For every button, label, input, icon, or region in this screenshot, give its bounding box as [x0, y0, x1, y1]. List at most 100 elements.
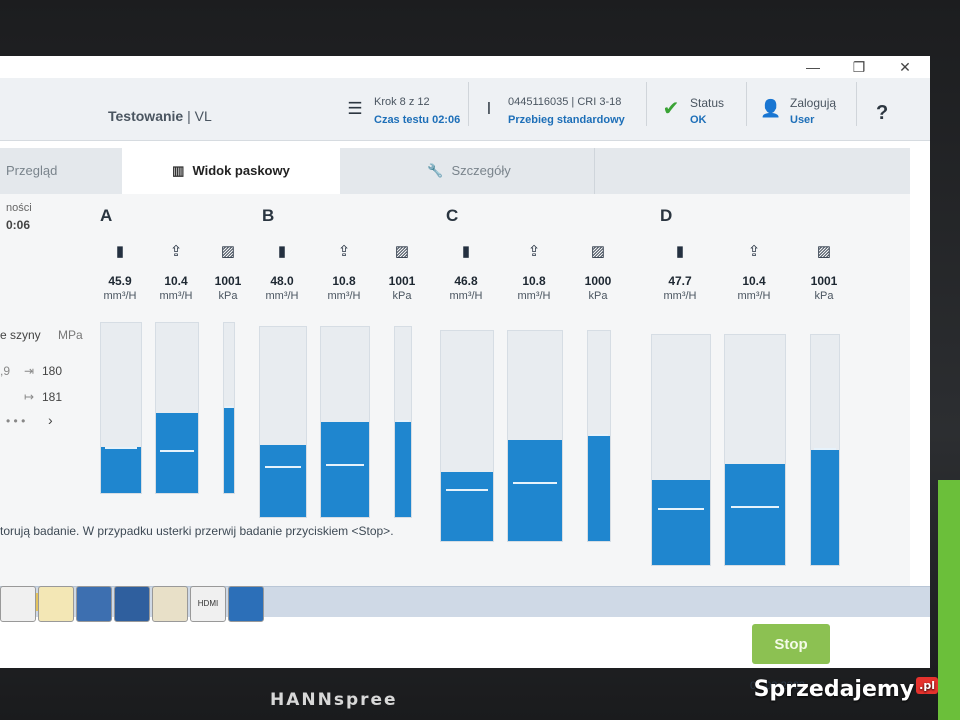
- status-label: Status: [690, 96, 725, 110]
- bar-track: [223, 322, 235, 494]
- left-panel: ności 0:06 e szyny MPa ,9 ⇥ 180 ↦ 181 • …: [0, 194, 83, 614]
- minimize-button[interactable]: —: [806, 59, 820, 75]
- measure-value: 10.4: [164, 274, 188, 288]
- restore-button[interactable]: ❐: [852, 59, 866, 75]
- status-info: ✔ Status OK: [660, 92, 750, 132]
- bar-fill: [508, 440, 562, 541]
- panel-time: 0:06: [6, 218, 31, 232]
- step-info: ☰ Krok 8 z 12 Czas testu 02:06: [344, 92, 474, 132]
- windows-icon[interactable]: [228, 586, 264, 622]
- measure-column: ⇪ 10.8 mm³/H: [504, 242, 564, 302]
- measure-value: 45.9: [108, 274, 132, 288]
- hdmi-icon[interactable]: HDMI: [190, 586, 226, 622]
- measure-column: ▨ 1001 kPa: [372, 242, 432, 302]
- arrow-icon: ⇥: [24, 364, 35, 378]
- help-button[interactable]: ?: [876, 102, 889, 124]
- wrench-icon: 🔧: [427, 163, 444, 178]
- measure-column: ⇪ 10.4 mm³/H: [724, 242, 784, 302]
- measure-value: 1000: [584, 274, 612, 288]
- part-number: 0445116035 | CRI 3-18: [508, 96, 622, 108]
- measure-unit: mm³/H: [737, 290, 771, 302]
- login-user: User: [790, 114, 815, 126]
- rail-unit: MPa: [58, 328, 83, 342]
- target-mark: [446, 488, 488, 491]
- measure-unit: kPa: [814, 290, 834, 302]
- user-add-icon: 👤: [760, 99, 782, 118]
- measure-value: 46.8: [454, 274, 478, 288]
- bar-view-content: ności 0:06 e szyny MPa ,9 ⇥ 180 ↦ 181 • …: [0, 194, 910, 614]
- system-tray: 01.03.2022: [640, 666, 840, 696]
- stop-button[interactable]: Stop: [752, 624, 830, 664]
- bar-track: [394, 326, 412, 518]
- panel-title: ności: [6, 202, 32, 214]
- shortcut-icon[interactable]: [76, 586, 112, 622]
- close-button[interactable]: ✕: [899, 59, 911, 75]
- rail-label: e szyny: [0, 328, 41, 342]
- bar-track: [100, 322, 142, 494]
- bar-fill: [441, 471, 493, 541]
- login-label: Zalogują: [790, 96, 837, 110]
- bar-track: [724, 334, 786, 566]
- bar-chart-icon: ▥: [172, 163, 185, 178]
- measure-value: 10.8: [332, 274, 356, 288]
- target-mark: [105, 446, 137, 449]
- arrow-icon: ↦: [24, 390, 35, 404]
- target-mark: [225, 406, 233, 408]
- tab-bar-view[interactable]: ▥ Widok paskowy: [122, 148, 340, 194]
- next-page-button[interactable]: ›: [48, 412, 53, 428]
- return-icon: ⇪: [747, 243, 761, 260]
- bar-track: [259, 326, 307, 518]
- group-label: A: [100, 206, 113, 225]
- part-info: ǀ 0445116035 | CRI 3-18 Przebieg standar…: [478, 92, 638, 132]
- target-mark: [325, 463, 365, 466]
- group-label: B: [262, 206, 275, 225]
- shortcut-icon[interactable]: [0, 586, 36, 622]
- measure-column: ▮ 45.9 mm³/H: [90, 242, 150, 302]
- measure-column: ▨ 1001 kPa: [794, 242, 854, 302]
- rail-row1-left: ,9: [0, 364, 11, 378]
- bar-track: [651, 334, 711, 566]
- app-title: Testowanie | VL: [108, 108, 212, 124]
- injector-icon: ▮: [675, 243, 685, 260]
- measure-value: 1001: [214, 274, 242, 288]
- desktop-shortcuts: HDMI: [0, 586, 280, 636]
- shortcut-icon[interactable]: [114, 586, 150, 622]
- bar-track: [810, 334, 840, 566]
- measure-unit: mm³/H: [265, 290, 299, 302]
- measure-column: ▨ 1000 kPa: [568, 242, 628, 302]
- measure-unit: mm³/H: [517, 290, 551, 302]
- injector-icon: ▮: [115, 243, 125, 260]
- injector-icon: ǀ: [486, 99, 492, 118]
- pressure-icon: ▨: [590, 243, 606, 260]
- bar-fill: [101, 447, 141, 493]
- target-mark: [160, 450, 194, 453]
- bar-fill: [725, 463, 785, 565]
- group-label: C: [446, 206, 459, 225]
- shortcut-icon[interactable]: [38, 586, 74, 622]
- target-mark: [590, 434, 608, 436]
- step-counter: Krok 8 z 12: [374, 96, 430, 108]
- bar-fill: [260, 444, 306, 517]
- return-icon: ⇪: [527, 243, 541, 260]
- bar-fill: [652, 479, 710, 565]
- login-info[interactable]: 👤 Zalogują User: [760, 92, 860, 132]
- measure-value: 1001: [810, 274, 838, 288]
- bar-track: [440, 330, 494, 542]
- measure-value: 47.7: [668, 274, 692, 288]
- injector-icon: ▮: [277, 243, 287, 260]
- app-header: Testowanie | VL ☰ Krok 8 z 12 Czas testu…: [0, 78, 930, 141]
- measure-column: ⇪ 10.4 mm³/H: [146, 242, 206, 302]
- bar-fill: [395, 422, 411, 517]
- shortcut-icon[interactable]: [152, 586, 188, 622]
- target-mark: [264, 465, 302, 468]
- tab-details[interactable]: 🔧 Szczegóły: [344, 148, 595, 194]
- target-mark: [396, 420, 410, 422]
- tab-overview[interactable]: Przegląd: [6, 163, 58, 178]
- bar-track: [155, 322, 199, 494]
- measure-column: ⇪ 10.8 mm³/H: [314, 242, 374, 302]
- checklist-icon: ☰: [347, 99, 363, 118]
- measure-unit: mm³/H: [159, 290, 193, 302]
- measure-value: 1001: [388, 274, 416, 288]
- measure-column: ▮ 47.7 mm³/H: [650, 242, 710, 302]
- instruction-text: torują badanie. W przypadku usterki prze…: [0, 524, 394, 538]
